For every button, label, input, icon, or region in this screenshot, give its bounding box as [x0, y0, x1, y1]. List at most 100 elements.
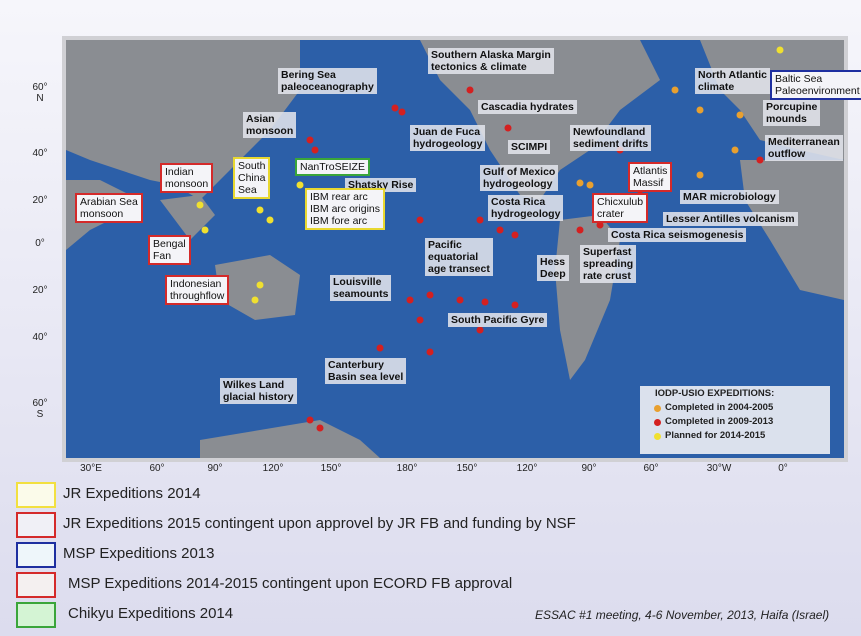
- lat-label: 0°: [35, 238, 45, 249]
- site-dot: [201, 226, 209, 234]
- lon-label: 30°W: [706, 463, 732, 474]
- site-dot: [296, 181, 304, 189]
- site-dot: [416, 216, 424, 224]
- site-dot: [731, 146, 739, 154]
- site-dot: [576, 226, 584, 234]
- site-dot: [586, 181, 594, 189]
- region-label: Pacific equatorial age transect: [425, 238, 493, 276]
- region-label: North Atlantic climate: [695, 68, 771, 94]
- map-legend-dot: [654, 419, 661, 426]
- region-label: Bering Sea paleoceanography: [278, 68, 377, 94]
- site-dot: [196, 201, 204, 209]
- region-label: Lesser Antilles volcanism: [663, 212, 798, 226]
- legend-swatch: [16, 572, 56, 598]
- lon-label: 0°: [778, 463, 788, 474]
- region-label: SCIMPI: [508, 140, 551, 154]
- legend-swatch: [16, 512, 56, 538]
- legend-swatch: [16, 602, 56, 628]
- site-dot: [476, 326, 484, 334]
- lon-label: 60°: [149, 463, 165, 474]
- site-dot: [476, 216, 484, 224]
- legend-label: JR Expeditions 2015 contingent upon appr…: [63, 515, 576, 532]
- site-dot: [466, 86, 474, 94]
- map-legend-dot: [654, 405, 661, 412]
- region-label: Newfoundland sediment drifts: [570, 125, 652, 151]
- site-dot: [416, 316, 424, 324]
- map-legend-title: IODP-USIO EXPEDITIONS:: [655, 388, 775, 399]
- region-label: Asian monsoon: [243, 112, 297, 138]
- site-dot: [504, 124, 512, 132]
- region-label: Costa Rica seismogenesis: [608, 228, 747, 242]
- site-dot: [736, 111, 744, 119]
- region-label: South Pacific Gyre: [448, 313, 548, 327]
- legend-label: JR Expeditions 2014: [63, 485, 201, 502]
- lon-label: 90°: [581, 463, 597, 474]
- region-label: Juan de Fuca hydrogeology: [410, 125, 486, 151]
- site-dot: [256, 206, 264, 214]
- site-dot: [306, 136, 314, 144]
- legend-label: Chikyu Expeditions 2014: [68, 605, 234, 622]
- region-label: Bengal Fan: [148, 235, 191, 265]
- map-legend-item: Completed in 2009-2013: [665, 416, 774, 427]
- region-label: Hess Deep: [537, 255, 569, 281]
- lon-label: 180°: [396, 463, 418, 474]
- lon-label: 150°: [320, 463, 342, 474]
- region-label: Wilkes Land glacial history: [220, 378, 297, 404]
- region-label: Mediterranean outflow: [765, 135, 843, 161]
- lat-label: 60° N: [32, 82, 48, 104]
- site-dot: [311, 146, 319, 154]
- site-dot: [756, 156, 764, 164]
- region-label: MAR microbiology: [680, 190, 779, 204]
- legend-swatch: [16, 482, 56, 508]
- site-dot: [456, 296, 464, 304]
- lat-label: 40°: [32, 332, 48, 343]
- legend-label: MSP Expeditions 2014-2015 contingent upo…: [68, 575, 513, 592]
- site-dot: [671, 86, 679, 94]
- site-dot: [776, 46, 784, 54]
- region-label: Indonesian throughflow: [165, 275, 230, 305]
- site-dot: [256, 281, 264, 289]
- region-label: Gulf of Mexico hydrogeology: [480, 165, 559, 191]
- site-dot: [376, 344, 384, 352]
- site-dot: [496, 226, 504, 234]
- site-dot: [391, 104, 399, 112]
- region-label: South China Sea: [233, 157, 271, 199]
- map-legend-dot: [654, 433, 661, 440]
- region-label: IBM rear arc IBM arc origins IBM fore ar…: [305, 188, 386, 230]
- region-label: Canterbury Basin sea level: [325, 358, 407, 384]
- region-label: Atlantis Massif: [628, 162, 673, 192]
- region-label: NanTroSEIZE: [295, 158, 370, 176]
- site-dot: [481, 298, 489, 306]
- legend-label: MSP Expeditions 2013: [63, 545, 215, 562]
- site-dot: [596, 221, 604, 229]
- site-dot: [266, 216, 274, 224]
- site-dot: [251, 296, 259, 304]
- region-label: Cascadia hydrates: [478, 100, 577, 114]
- lat-label: 60° S: [32, 398, 48, 420]
- region-label: Southern Alaska Margin tectonics & clima…: [428, 48, 554, 74]
- site-dot: [696, 171, 704, 179]
- lon-label: 150°: [456, 463, 478, 474]
- region-label: Baltic Sea Paleoenvironment: [770, 70, 861, 100]
- lon-label: 90°: [207, 463, 223, 474]
- site-dot: [426, 348, 434, 356]
- map-legend-box: [640, 386, 830, 454]
- site-dot: [696, 106, 704, 114]
- region-label: Porcupine mounds: [763, 100, 821, 126]
- site-dot: [398, 108, 406, 116]
- region-label: Louisville seamounts: [330, 275, 392, 301]
- region-label: Superfast spreading rate crust: [580, 245, 637, 283]
- region-label: Chicxulub crater: [592, 193, 649, 223]
- map-legend-item: Completed in 2004-2005: [665, 402, 774, 413]
- lon-label: 30°E: [80, 463, 102, 474]
- site-dot: [406, 296, 414, 304]
- site-dot: [511, 301, 519, 309]
- site-dot: [316, 424, 324, 432]
- lon-label: 120°: [516, 463, 538, 474]
- lon-label: 120°: [262, 463, 284, 474]
- region-label: Costa Rica hydrogeology: [488, 195, 564, 221]
- lat-label: 20°: [32, 285, 48, 296]
- lon-label: 60°: [643, 463, 659, 474]
- lat-label: 20°: [32, 195, 48, 206]
